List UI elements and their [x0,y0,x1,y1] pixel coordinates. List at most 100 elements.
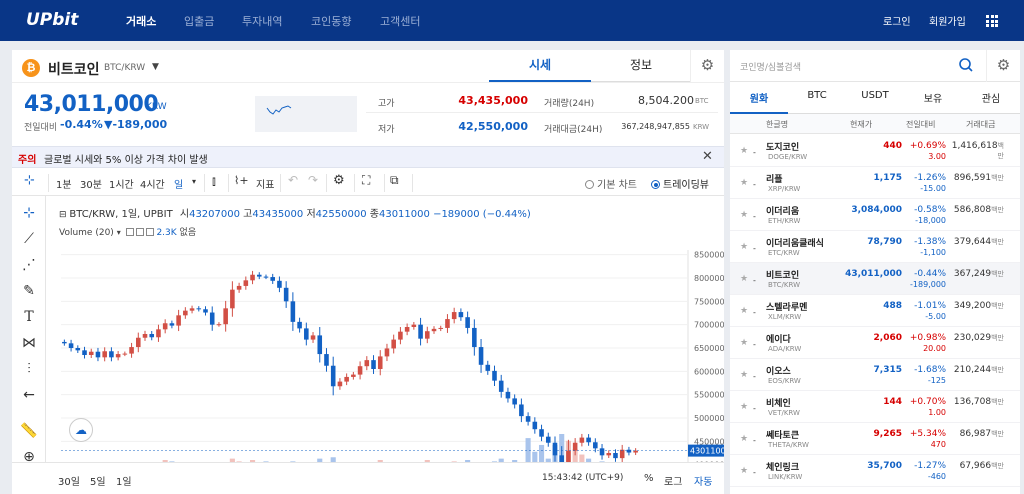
candle-body [115,354,121,358]
pattern-tool-icon[interactable]: ⋈ [22,335,36,351]
col-change[interactable]: 전일대비 [906,120,936,129]
candle-body [196,308,202,310]
mini-chart-icon: - [753,340,756,349]
nav-deposit-withdraw[interactable]: 입출금 [184,15,215,28]
favorite-star-icon[interactable]: ★ [740,146,749,156]
fullscreen-icon[interactable]: ⛶ [362,173,371,187]
favorite-star-icon[interactable]: ★ [740,242,749,252]
brush-icon[interactable]: ✎ [23,283,35,299]
volume-chevron-icon[interactable]: ▾ [116,228,121,237]
fib-tool-icon[interactable]: ⋰ [22,257,36,273]
coin-select-caret-icon[interactable]: ▼ [152,62,159,72]
list-item[interactable]: ★ - 이오스 EOS/KRW 7,315 -1.68% -125 210,244백만 [730,359,1020,391]
range-1d[interactable]: 1일 [116,477,132,488]
volume-remove-icon[interactable] [145,228,154,236]
search-icon[interactable] [958,57,974,73]
percent-scale-toggle[interactable]: % [644,473,654,484]
volume-visibility-icon[interactable] [125,228,134,236]
current-price: 43,011,000 [24,92,159,117]
price-chart[interactable]: ⊟ BTC/KRW, 1일, UPBIT 시43207000 고43435000… [47,196,724,494]
tab-info[interactable]: 정보 [591,50,691,82]
list-item[interactable]: ★ - 체인링크 LINK/KRW 35,700 -1.27% -460 67,966백만 [730,455,1020,487]
auto-scale-toggle[interactable]: 자동 [694,477,713,488]
range-5d[interactable]: 5일 [90,477,106,488]
list-item[interactable]: ★ - 에이다 ADA/KRW 2,060 +0.98% 20.00 230,029백만 [730,327,1020,359]
tab-favorites[interactable]: 관심 [981,94,1001,105]
nav-coin-trends[interactable]: 코인동향 [311,15,352,28]
tab-usdt[interactable]: USDT [861,90,889,101]
list-item[interactable]: ★ - 비체인 VET/KRW 144 +0.70% 1.00 136,708백만 [730,391,1020,423]
indicator-button[interactable]: 지표 [256,180,275,191]
volume-settings-icon[interactable] [135,228,144,236]
log-scale-toggle[interactable]: 로그 [664,477,683,488]
nav-customer-center[interactable]: 고객센터 [380,15,421,28]
favorite-star-icon[interactable]: ★ [740,466,749,476]
favorite-star-icon[interactable]: ★ [740,274,749,284]
interval-chevron-down-icon[interactable]: ▾ [192,177,197,186]
interval-1d[interactable]: 일 [174,180,184,191]
cloud-icon[interactable]: ☁ [69,418,93,442]
tab-btc[interactable]: BTC [807,90,827,101]
basic-chart-radio[interactable]: 기본 차트 [585,176,637,191]
col-price[interactable]: 현재가 [850,120,873,129]
undo-icon[interactable]: ↶ [288,173,299,187]
candle-body [404,327,410,332]
coin-price: 440 [883,141,902,151]
crosshair-icon[interactable]: ⊹ [24,173,35,188]
list-item[interactable]: ★ - 리플 XRP/KRW 1,175 -1.26% -15.00 896,591백만 [730,167,1020,199]
favorite-star-icon[interactable]: ★ [740,178,749,188]
coin-change-pct: +0.98% [909,333,946,343]
coin-change-amt: 20.00 [923,344,946,353]
candle-body [169,323,175,326]
list-item[interactable]: ★ - 이더리움 ETH/KRW 3,084,000 -0.58% -18,000 586,8… [730,199,1020,231]
list-item[interactable]: ★ - 쎄타토큰 THETA/KRW 9,265 +5.34% 470 86,987백만 [730,423,1020,455]
favorite-star-icon[interactable]: ★ [740,402,749,412]
trend-line-icon[interactable]: ⟋ [24,231,34,247]
interval-1m[interactable]: 1분 [56,180,72,191]
interval-1h[interactable]: 1시간 [109,180,134,191]
favorite-star-icon[interactable]: ★ [740,338,749,348]
search-input[interactable]: 코인명/심볼검색 [740,63,801,73]
legend-collapse-icon[interactable]: ⊟ [59,210,70,220]
list-item[interactable]: ★ - 이더리움클래식 ETC/KRW 78,790 -1.38% -1,100 379,64… [730,231,1020,263]
close-icon[interactable]: ✕ [702,149,713,164]
indicator-add-icon[interactable]: ⌇+ [234,174,249,187]
settings-gear-icon[interactable]: ⚙ [690,50,724,82]
list-item[interactable]: ★ - 도지코인 DOGE/KRW 440 +0.69% 3.00 1,416,618백만 [730,135,1020,167]
ruler-icon[interactable]: 📏 [20,423,38,439]
interval-30m[interactable]: 30분 [80,180,102,191]
favorite-star-icon[interactable]: ★ [740,434,749,444]
redo-icon[interactable]: ↷ [308,173,319,187]
upbit-logo[interactable]: UPbit [26,10,79,30]
candle-body [136,337,141,348]
zoom-in-icon[interactable]: ⊕ [23,449,35,465]
volume-legend: Volume (20) ▾ 2.3K 없음 [59,225,196,238]
chart-settings-icon[interactable]: ⚙ [333,173,345,188]
tab-krw[interactable]: 원화 [749,94,769,105]
signup-link[interactable]: 회원가입 [929,17,966,28]
nav-investments[interactable]: 투자내역 [242,15,283,28]
crosshair-tool-icon[interactable]: ⊹ [23,205,35,221]
prediction-tool-icon[interactable]: ⫶ [27,361,31,377]
candlestick-icon[interactable]: ⫾ [212,174,216,188]
tab-holdings[interactable]: 보유 [923,94,943,105]
col-name[interactable]: 한글명 [766,120,789,129]
grid-menu-icon[interactable] [986,15,998,27]
range-30d[interactable]: 30일 [58,477,80,488]
interval-4h[interactable]: 4시간 [140,180,165,191]
list-item[interactable]: ★ - 스텔라루멘 XLM/KRW 488 -1.01% -5.00 349,200백만 [730,295,1020,327]
col-volume[interactable]: 거래대금 [966,120,996,129]
favorite-star-icon[interactable]: ★ [740,306,749,316]
favorite-star-icon[interactable]: ★ [740,210,749,220]
nav-exchange[interactable]: 거래소 [126,15,157,28]
tradingview-radio[interactable]: 트레이딩뷰 [651,176,709,191]
list-item[interactable]: ★ - 비트코인 BTC/KRW 43,011,000 -0.44% -189,000 367… [730,263,1020,295]
favorite-star-icon[interactable]: ★ [740,370,749,380]
text-tool-icon[interactable]: T [24,309,34,325]
market-list-panel: 코인명/심볼검색 ⚙ 원화 BTC USDT 보유 관심 한글명 현재가 전일대… [730,50,1020,494]
arrow-left-icon[interactable]: ← [23,387,35,403]
screenshot-camera-icon[interactable]: ⧉ [390,173,399,187]
list-settings-gear-icon[interactable]: ⚙ [986,50,1020,82]
tab-quotes[interactable]: 시세 [489,50,591,82]
login-link[interactable]: 로그인 [883,17,911,28]
